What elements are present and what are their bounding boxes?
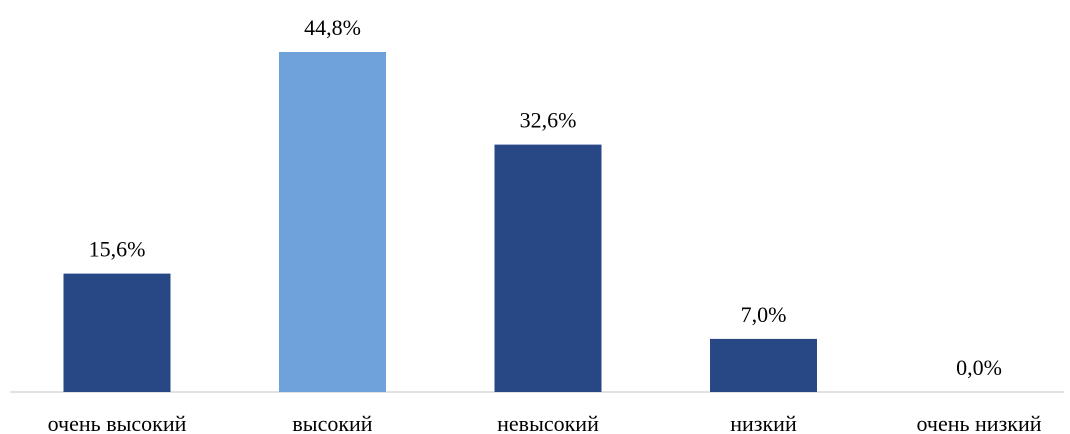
bar-value-label-0: 15,6%: [89, 237, 146, 262]
bar-value-label-4: 0,0%: [956, 355, 1002, 380]
x-tick-label-3: низкий: [730, 411, 797, 434]
bars-group: [63, 52, 817, 392]
x-tick-label-2: невысокий: [497, 411, 599, 434]
x-tick-labels-group: очень высокий высокий невысокий низкий очень…: [48, 411, 1042, 434]
bar-value-label-2: 32,6%: [520, 108, 577, 133]
x-tick-label-4: очень низкий: [916, 411, 1041, 434]
x-tick-label-0: очень высокий: [48, 411, 187, 434]
bar-1: [279, 52, 386, 392]
x-tick-label-1: высокий: [292, 411, 372, 434]
bar-0: [63, 273, 171, 392]
bar-value-label-1: 44,8%: [304, 15, 361, 40]
bar-3: [710, 338, 817, 392]
bar-value-label-3: 7,0%: [741, 302, 787, 327]
bar-2: [494, 144, 602, 392]
value-labels-group: 15,6% 44,8% 32,6% 7,0% 0,0%: [89, 15, 1002, 380]
